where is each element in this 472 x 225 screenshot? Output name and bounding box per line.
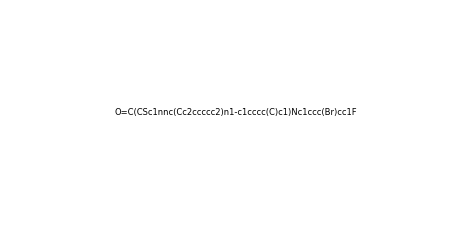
Text: O=C(CSc1nnc(Cc2ccccc2)n1-c1cccc(C)c1)Nc1ccc(Br)cc1F: O=C(CSc1nnc(Cc2ccccc2)n1-c1cccc(C)c1)Nc1…: [115, 108, 357, 117]
